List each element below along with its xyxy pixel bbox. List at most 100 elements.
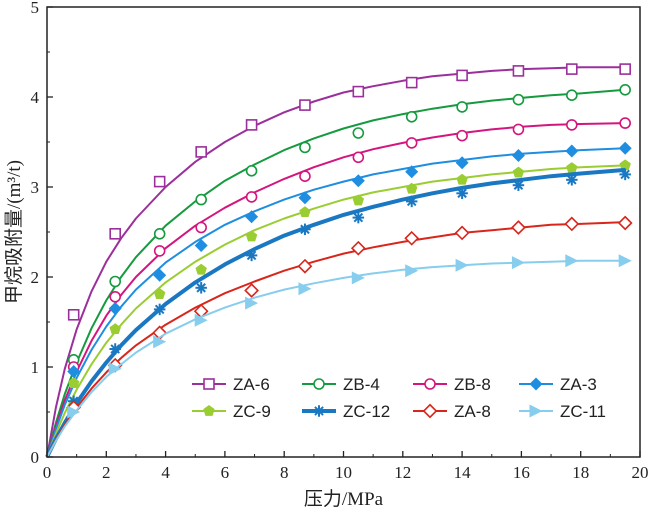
data-point-zc-11 bbox=[245, 296, 259, 310]
x-tick-label: 2 bbox=[102, 463, 111, 482]
data-point-zb-8 bbox=[456, 129, 468, 142]
legend: ZA-6 ZB-4 ZB-8 ZA-3 ZC-9 ZC-12 ZA-8 ZC-11 bbox=[192, 375, 606, 421]
data-point-zc-11 bbox=[153, 335, 167, 349]
data-point-zc-11 bbox=[298, 282, 312, 296]
legend-label: ZC-11 bbox=[560, 402, 606, 421]
data-point-zc-11 bbox=[67, 405, 81, 419]
data-point-zb-8 bbox=[195, 221, 207, 234]
fit-curve-zc-12 bbox=[45, 167, 626, 458]
data-point-za-3 bbox=[511, 149, 525, 162]
fit-curve-zb-8 bbox=[46, 122, 626, 458]
legend-item-zc-12: ZC-12 bbox=[302, 402, 390, 421]
legend-item-za-6: ZA-6 bbox=[192, 375, 270, 394]
x-tick-label: 6 bbox=[221, 463, 230, 482]
data-point-za-8 bbox=[617, 215, 633, 231]
x-axis: 0 2 4 6 8 10 12 14 16 18 20 bbox=[43, 451, 649, 482]
legend-item-zb-4: ZB-4 bbox=[302, 375, 380, 394]
data-point-za-6 bbox=[153, 175, 166, 188]
y-axis-title: 甲烷吸附量/(m³/t) bbox=[3, 160, 25, 304]
y-tick-label: 4 bbox=[31, 88, 40, 107]
data-point-zc-9 bbox=[109, 323, 121, 335]
data-point-za-8 bbox=[404, 230, 420, 246]
plot-series-group bbox=[45, 63, 633, 458]
data-point-zc-12 bbox=[456, 187, 468, 200]
data-point-za-3 bbox=[245, 210, 259, 224]
data-point-zc-12 bbox=[352, 211, 365, 224]
fit-curve-za-3 bbox=[46, 147, 626, 458]
data-point-zc-12 bbox=[566, 174, 578, 186]
data-point-zb-8 bbox=[245, 191, 258, 203]
data-point-zc-12 bbox=[619, 168, 631, 181]
y-tick-label: 0 bbox=[31, 448, 40, 467]
data-point-za-3 bbox=[565, 144, 579, 158]
fit-curve-za-6 bbox=[46, 66, 626, 458]
data-point-zc-11 bbox=[618, 254, 632, 268]
data-point-zc-12 bbox=[195, 282, 207, 294]
data-point-zc-12 bbox=[512, 179, 525, 191]
data-point-zc-11 bbox=[565, 254, 579, 268]
data-point-zb-8 bbox=[566, 119, 578, 131]
data-point-za-3 bbox=[108, 302, 122, 315]
data-point-zb-4 bbox=[153, 228, 166, 240]
legend-label: ZB-8 bbox=[454, 375, 491, 394]
series-zc-12 bbox=[45, 167, 631, 458]
data-point-zb-8 bbox=[619, 117, 631, 129]
series-za-8 bbox=[46, 215, 633, 458]
legend-label: ZB-4 bbox=[343, 375, 380, 394]
legend-item-za-3: ZA-3 bbox=[519, 375, 597, 394]
data-point-za-6 bbox=[512, 65, 525, 77]
data-point-zb-8 bbox=[352, 151, 365, 164]
y-tick-label: 5 bbox=[31, 0, 40, 17]
data-point-za-6 bbox=[566, 63, 578, 75]
data-point-zc-9 bbox=[566, 162, 578, 173]
legend-label: ZC-9 bbox=[233, 402, 271, 421]
data-point-za-8 bbox=[454, 225, 470, 241]
data-point-zc-9 bbox=[456, 173, 468, 185]
x-tick-label: 18 bbox=[572, 463, 589, 482]
data-point-za-3 bbox=[351, 174, 365, 188]
data-point-za-6 bbox=[195, 146, 207, 158]
data-point-za-6 bbox=[67, 308, 80, 321]
data-point-zc-12 bbox=[245, 249, 258, 262]
legend-item-za-8: ZA-8 bbox=[413, 402, 491, 421]
legend-label: ZC-12 bbox=[343, 402, 390, 421]
series-zc-11 bbox=[46, 254, 632, 458]
legend-marker bbox=[529, 377, 543, 391]
data-point-zc-11 bbox=[511, 256, 525, 270]
data-point-za-3 bbox=[194, 239, 208, 252]
legend-item-zc-9: ZC-9 bbox=[192, 402, 271, 421]
x-tick-label: 10 bbox=[335, 463, 352, 482]
fit-curve-zc-11 bbox=[46, 259, 626, 458]
legend-label: ZA-8 bbox=[454, 402, 491, 421]
data-point-zc-9 bbox=[352, 194, 365, 206]
series-zb-8 bbox=[46, 117, 631, 458]
data-point-za-3 bbox=[153, 268, 167, 282]
x-tick-label: 4 bbox=[161, 463, 170, 482]
data-point-zb-4 bbox=[456, 101, 468, 113]
data-point-zb-4 bbox=[352, 127, 365, 139]
data-point-za-6 bbox=[352, 85, 365, 98]
fit-curve-zc-9 bbox=[46, 164, 626, 458]
data-point-zc-12 bbox=[153, 303, 166, 316]
data-point-zc-9 bbox=[512, 166, 525, 178]
data-point-zb-8 bbox=[153, 245, 166, 257]
series-za-6 bbox=[46, 63, 631, 458]
data-point-za-3 bbox=[298, 191, 312, 205]
data-point-za-8 bbox=[564, 216, 580, 232]
y-tick-label: 3 bbox=[31, 178, 40, 197]
data-point-zc-12 bbox=[109, 343, 121, 355]
data-point-zc-9 bbox=[405, 182, 418, 194]
data-point-zc-11 bbox=[351, 271, 365, 285]
data-point-za-6 bbox=[245, 119, 258, 131]
data-point-za-3 bbox=[405, 165, 419, 179]
legend-marker bbox=[313, 405, 325, 417]
fit-curve-zb-4 bbox=[46, 88, 626, 458]
legend-marker bbox=[422, 403, 438, 419]
data-point-zb-8 bbox=[299, 170, 311, 182]
legend-marker bbox=[313, 378, 325, 390]
legend-item-zc-11: ZC-11 bbox=[519, 402, 606, 421]
data-point-zc-11 bbox=[108, 362, 122, 376]
data-point-zb-4 bbox=[245, 165, 258, 177]
